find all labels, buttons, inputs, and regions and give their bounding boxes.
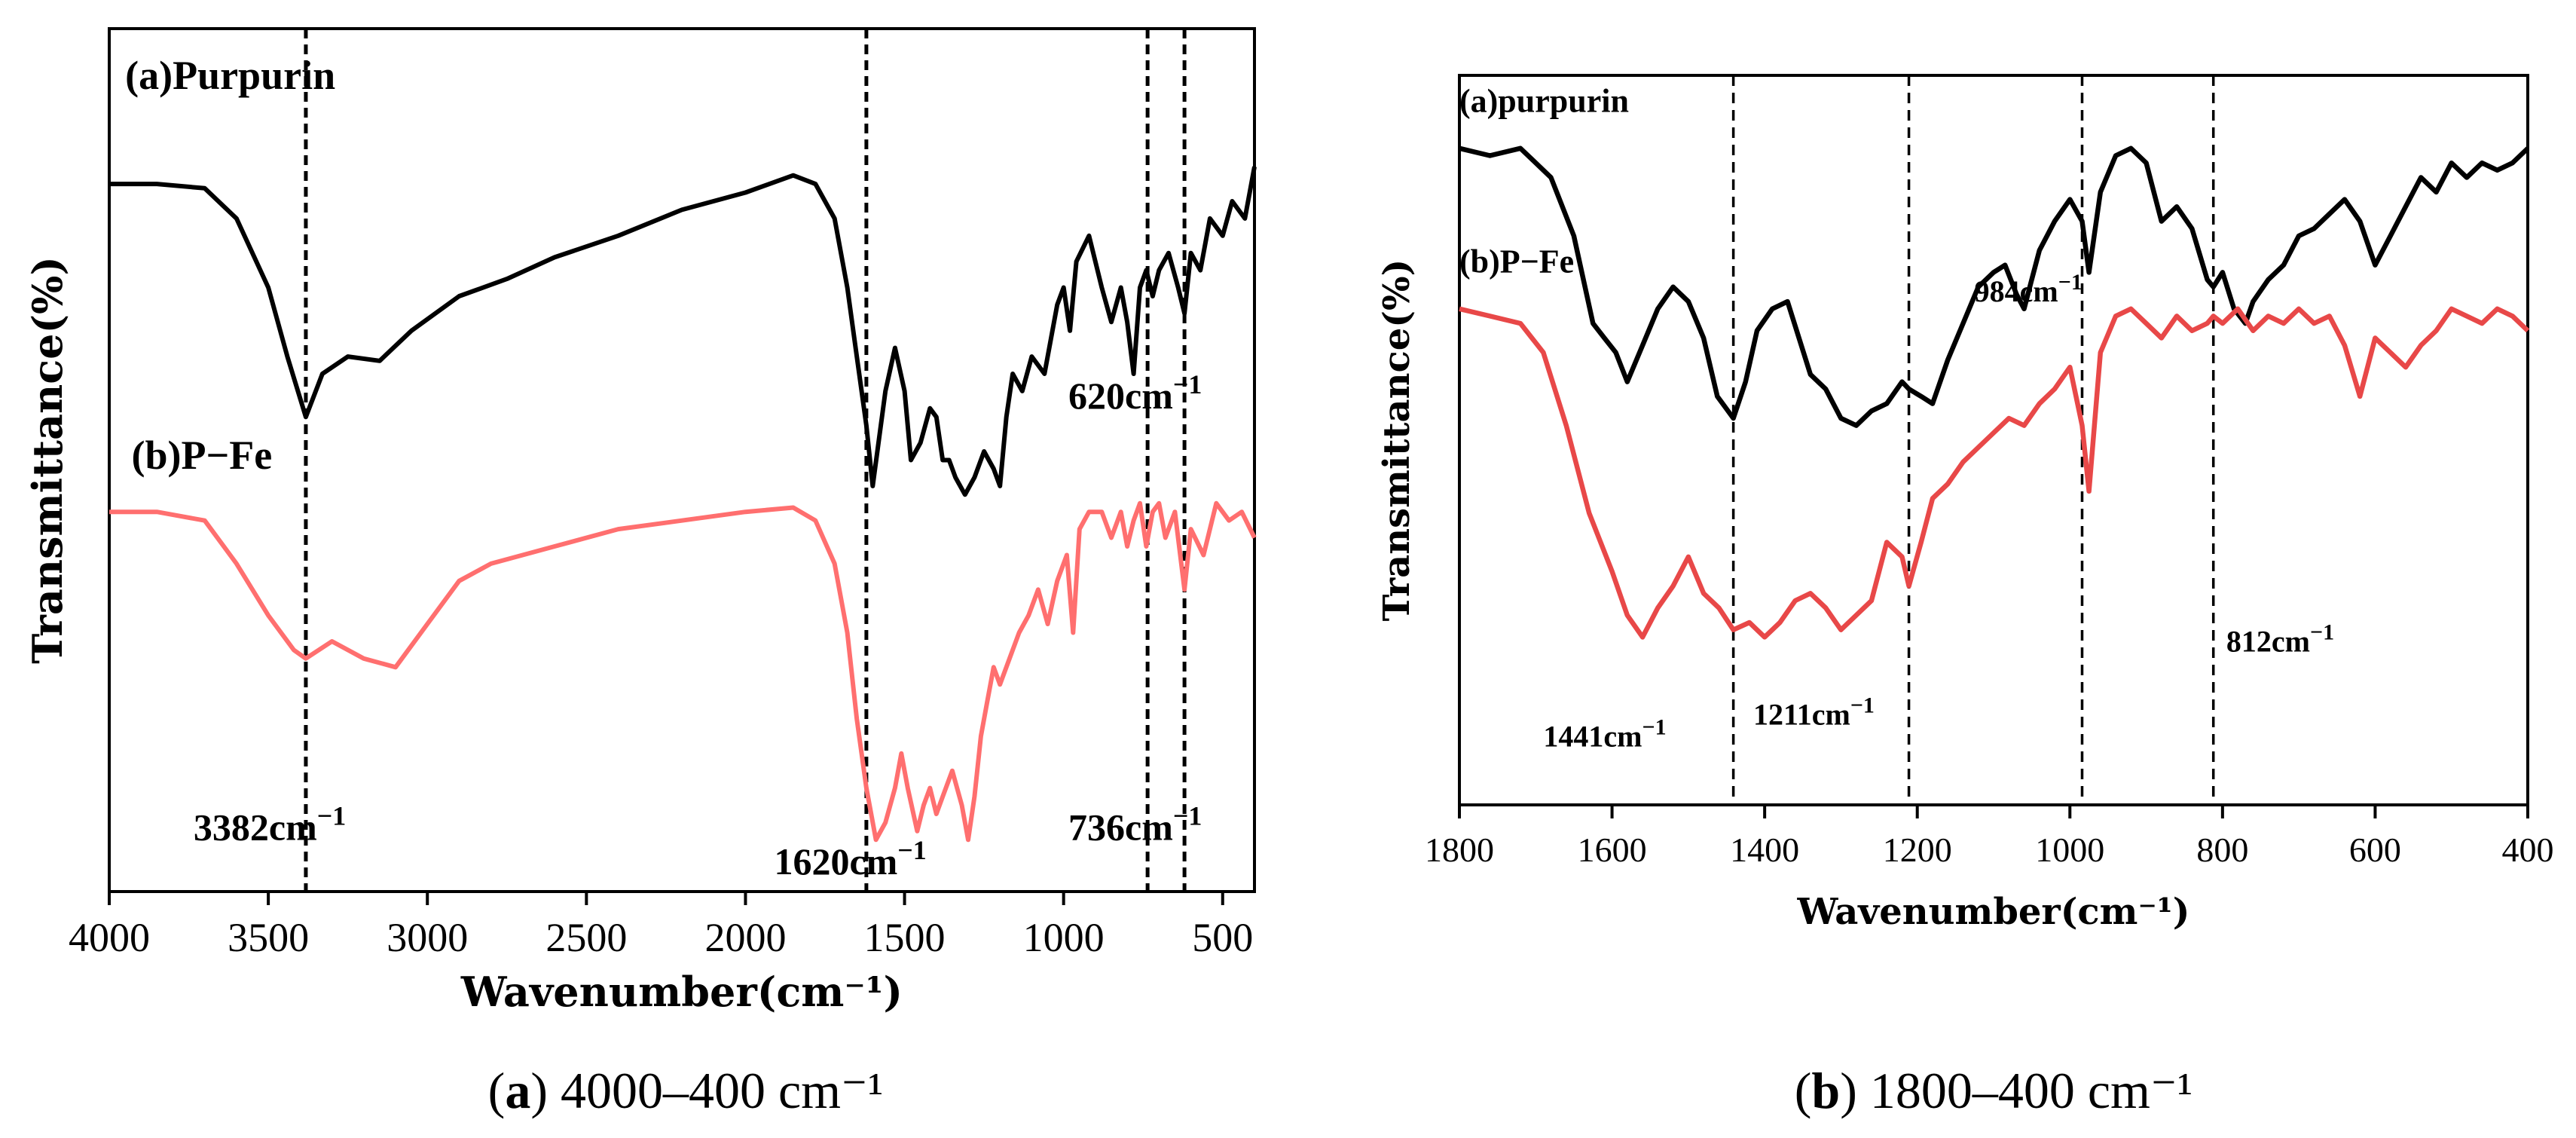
x-tick-label: 4000	[69, 915, 150, 960]
peak-annotation: 736cm−1	[1068, 800, 1202, 848]
series-label: (b)P−Fe	[132, 433, 273, 478]
series-line-1	[109, 500, 1257, 843]
x-tick-label: 1500	[864, 915, 946, 960]
x-axis-title: Wavenumber(cm⁻¹)	[1796, 891, 2189, 933]
series-label: (a)Purpurin	[125, 53, 335, 98]
x-tick-label: 1000	[1023, 915, 1105, 960]
series-line-1	[1459, 306, 2530, 640]
plot-frame	[1458, 74, 2529, 806]
panel-caption: (b) 1800–400 cm⁻¹	[1795, 1062, 2193, 1119]
panel-a-chart: (a)Purpurin (b)P−Fe 4000 3500 3000 2500 2000 15…	[23, 27, 1257, 1119]
peak-annotation: 984cm−1	[1975, 270, 2082, 308]
x-tick-label: 1000	[2035, 831, 2104, 869]
y-axis-title: Transmittance(%)	[1376, 259, 1418, 622]
peak-annotation: 1211cm−1	[1753, 693, 1875, 732]
x-tick-label: 1800	[1425, 831, 1494, 869]
panel-caption: (a) 4000–400 cm⁻¹	[488, 1062, 884, 1119]
series-line-0	[109, 166, 1257, 497]
peak-annotation: 620cm−1	[1068, 369, 1202, 417]
x-axis-title: Wavenumber(cm⁻¹)	[460, 968, 903, 1016]
panel-b-chart: (a)purpurin (b)P−Fe 1800 1600 1400 1200 1000 80…	[1376, 74, 2554, 1119]
peak-annotation: 812cm−1	[2226, 620, 2334, 659]
x-tick-label: 500	[1192, 915, 1253, 960]
peak-annotation: 1441cm−1	[1543, 715, 1666, 754]
series-label: (b)P−Fe	[1459, 243, 1574, 280]
peak-annotation: 3382cm−1	[194, 800, 346, 848]
x-tick-label: 1400	[1730, 831, 1799, 869]
x-tick-label: 3000	[387, 915, 468, 960]
peak-annotation: 1620cm−1	[774, 835, 926, 883]
x-tick-label: 800	[2196, 831, 2248, 869]
x-tick-label: 600	[2349, 831, 2401, 869]
x-tick-label: 400	[2502, 831, 2554, 869]
x-tick-label: 3500	[228, 915, 309, 960]
series-label: (a)purpurin	[1459, 82, 1629, 119]
series-line-0	[1459, 145, 2530, 428]
x-tick-label: 1200	[1883, 831, 1952, 869]
y-axis-title: Transmittance(%)	[23, 256, 72, 664]
x-tick-label: 2000	[704, 915, 786, 960]
x-tick-label: 1600	[1578, 831, 1647, 869]
x-tick-label: 2500	[545, 915, 627, 960]
plot-frame	[108, 27, 1256, 893]
